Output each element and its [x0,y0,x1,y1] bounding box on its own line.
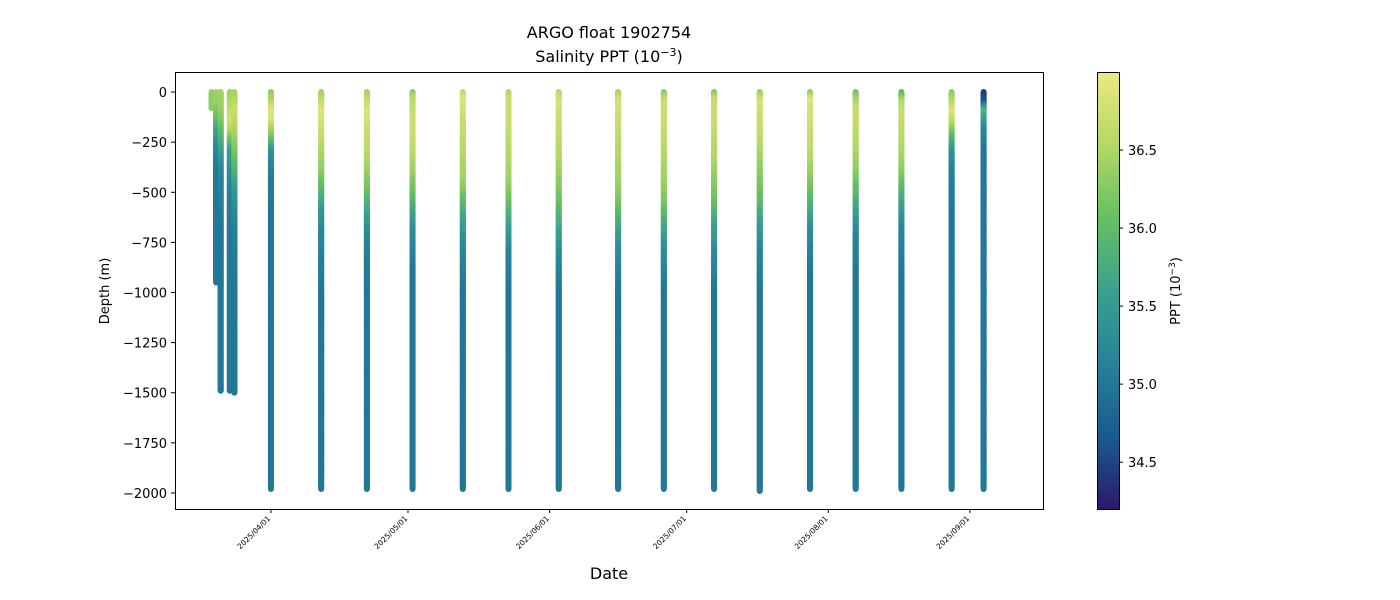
chart-title: ARGO float 1902754 [527,23,691,42]
plot-area [208,89,987,494]
chart-subtitle: Salinity PPT (10−3) [535,46,683,66]
